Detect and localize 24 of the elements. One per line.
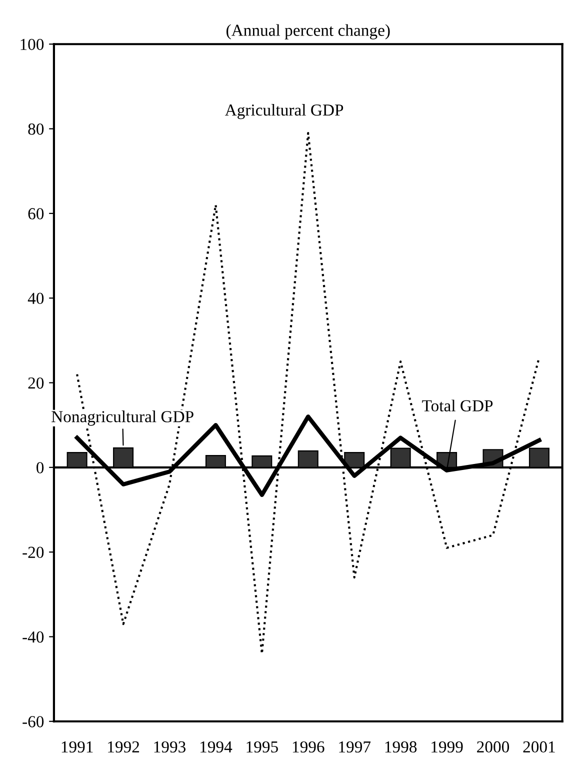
y-tick-label: 60 xyxy=(28,208,44,220)
annotation: Total GDP xyxy=(422,400,493,412)
y-tick-label: 0 xyxy=(36,462,44,474)
y-tick-label: -40 xyxy=(22,631,44,643)
x-tick-label: 1999 xyxy=(432,741,463,753)
x-tick-label: 1994 xyxy=(200,741,232,753)
chart-title: (Annual percent change) xyxy=(226,24,390,40)
x-tick-label: 1993 xyxy=(154,741,186,753)
x-tick-label: 1991 xyxy=(62,741,93,753)
annotation: Nonagricultural GDP xyxy=(52,410,194,426)
x-tick-label: 1998 xyxy=(385,741,417,753)
y-tick-label: 100 xyxy=(20,38,44,50)
y-tick-label: 20 xyxy=(28,377,44,389)
y-tick-label: -20 xyxy=(22,546,44,558)
y-tick-label: 80 xyxy=(28,123,44,135)
x-tick-label: 1996 xyxy=(292,741,324,753)
annotation: Agricultural GDP xyxy=(224,104,344,120)
x-tick-label: 1995 xyxy=(246,741,278,753)
x-tick-label: 1992 xyxy=(108,741,140,753)
y-tick-label: 40 xyxy=(28,292,44,304)
x-tick-label: 2001 xyxy=(523,741,555,753)
y-tick-label: -60 xyxy=(22,716,44,728)
x-tick-label: 1997 xyxy=(339,741,371,753)
x-tick-label: 2000 xyxy=(477,741,510,753)
